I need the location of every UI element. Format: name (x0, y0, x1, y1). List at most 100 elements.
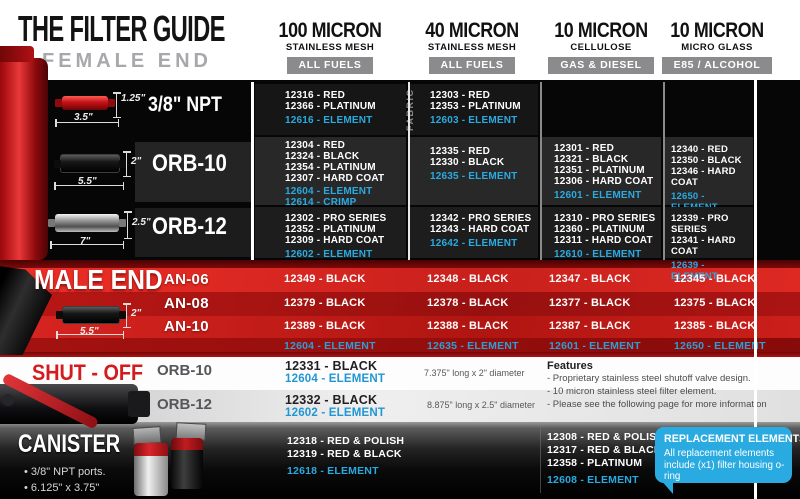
shutoff-size-note-orb10: 7.375" long x 2" diameter (424, 368, 525, 378)
row-label-shutoff-orb10: ORB-10 (157, 362, 213, 379)
red-filter-photo (0, 58, 48, 260)
filter-port-icon (48, 219, 55, 227)
filter-port-icon (56, 311, 63, 319)
dimension-label-width: 7" (80, 236, 91, 247)
male-end-row-an08-band (0, 292, 800, 316)
filter-port-icon (119, 219, 126, 227)
col-header-micron: 40 MICRON (425, 19, 519, 42)
col-header-media: CELLULOSE (570, 42, 632, 53)
column-divider (251, 82, 254, 260)
element-an-microglass: 12650 - ELEMENT (674, 340, 766, 352)
col-header-40-micron: 40 MICRON STAINLESS MESH ALL FUELS (396, 20, 548, 74)
element-an-100micron: 12604 - ELEMENT (284, 340, 376, 352)
element-numbers: 12616 - ELEMENT (285, 115, 373, 126)
replacement-elements-callout: REPLACEMENT ELEMENTS All replacement ele… (655, 427, 800, 483)
orb12-filter-image (48, 214, 126, 232)
cell-an06-100micron: 12349 - BLACK (284, 273, 366, 285)
shutoff-title: SHUT - OFF (32, 360, 144, 385)
element-an-cellulose: 12601 - ELEMENT (549, 340, 641, 352)
element-numbers: 12603 - ELEMENT (430, 115, 518, 126)
element-numbers: 12642 - ELEMENT (430, 238, 518, 249)
column-divider (540, 427, 541, 493)
row-label-shutoff-orb12: ORB-12 (157, 396, 213, 413)
element-numbers: 12602 - ELEMENT (285, 249, 373, 260)
cell-orb12-100micron: 12302 - PRO SERIES 12352 - PLATINUM 1230… (255, 207, 406, 260)
row-label-npt: 3/8" NPT (148, 93, 222, 116)
cell-canister-100micron: 12318 - RED & POLISH 12319 - RED & BLACK… (287, 435, 404, 478)
canister-black-body (171, 450, 203, 489)
shutoff-element-orb10: 12604 - ELEMENT (285, 373, 386, 385)
orb10-filter-image (54, 154, 126, 173)
part-numbers: 12335 - RED 12330 - BLACK (430, 146, 505, 168)
filter-port-icon (119, 159, 126, 168)
canister-polish-photo (134, 443, 168, 496)
element-numbers: 12601 - ELEMENT (554, 190, 642, 201)
male-end-bottom-bar (0, 352, 800, 357)
dimension-line (54, 182, 124, 190)
dimension-label-width: 3.5" (74, 112, 93, 123)
dimension-label-height: 1.25" (121, 93, 146, 104)
element-an-40micron: 12635 - ELEMENT (427, 340, 519, 352)
part-numbers: 12304 - RED 12324 - BLACK 12354 - PLATIN… (285, 140, 385, 184)
part-numbers: 12310 - PRO SERIES 12360 - PLATINUM 1231… (554, 213, 656, 246)
col-header-media: STAINLESS MESH (285, 42, 375, 53)
cell-an08-microglass: 12375 - BLACK (674, 297, 756, 309)
row-label-an06: AN-06 (164, 271, 209, 288)
shutoff-part-orb12: 12332 - BLACK (285, 393, 378, 407)
dimension-line (113, 92, 121, 118)
cell-orb12-cellulose: 12310 - PRO SERIES 12360 - PLATINUM 1231… (542, 207, 661, 260)
part-numbers: 12339 - PRO SERIES 12341 - HARD COAT (671, 213, 736, 257)
element-numbers: 12610 - ELEMENT (554, 249, 642, 260)
cell-an10-100micron: 12389 - BLACK (284, 320, 366, 332)
row-label-an08: AN-08 (164, 295, 209, 312)
part-numbers: 12316 - RED 12366 - PLATINUM (285, 90, 376, 112)
row-panel (135, 142, 252, 202)
dimension-label-width: 5.5" (78, 176, 97, 187)
dimension-label-height: 2" (131, 308, 142, 319)
page-title: THE FILTER GUIDE (18, 8, 225, 49)
dimension-line (50, 241, 124, 249)
replacement-elements-title: REPLACEMENT ELEMENTS (664, 433, 800, 445)
part-numbers: 12318 - RED & POLISH 12319 - RED & BLACK (287, 435, 405, 460)
cell-orb10-100micron: 12304 - RED 12324 - BLACK 12354 - PLATIN… (255, 137, 406, 219)
element-numbers: 12639 - ELEMENT (671, 260, 718, 282)
col-header-micron: 10 MICRON (670, 19, 764, 42)
features-list: - Proprietary stainless steel shutoff va… (547, 373, 767, 410)
canister-black-photo (171, 438, 203, 489)
fuel-badge: ALL FUELS (428, 57, 516, 74)
filter-port-icon (108, 99, 115, 107)
row-label-orb10: ORB-10 (152, 150, 227, 177)
column-divider (408, 82, 410, 260)
filter-port-icon (55, 99, 62, 107)
dimension-label-height: 2.5" (132, 217, 151, 228)
cell-npt-100micron: 12316 - RED 12366 - PLATINUM 12616 - ELE… (255, 84, 406, 135)
shutoff-part-orb10: 12331 - BLACK (285, 359, 378, 373)
col-header-10-micron-microglass: 10 MICRON MICRO GLASS E85 / ALCOHOL (642, 20, 792, 74)
male-end-row-an10-band (0, 316, 800, 338)
canister-red-cap (134, 443, 168, 456)
cell-an10-microglass: 12385 - BLACK (674, 320, 756, 332)
row-label-an10: AN-10 (164, 318, 209, 335)
cell-an08-cellulose: 12377 - BLACK (549, 297, 631, 309)
fuel-badge: ALL FUELS (286, 57, 374, 74)
part-numbers: 12301 - RED 12321 - BLACK 12351 - PLATIN… (554, 143, 654, 187)
part-numbers: 12303 - RED 12353 - PLATINUM (430, 90, 521, 112)
cell-an08-100micron: 12379 - BLACK (284, 297, 366, 309)
part-numbers: 12308 - RED & POLISH 12317 - RED & BLACK… (547, 431, 665, 469)
cell-orb10-40micron: 12335 - RED 12330 - BLACK 12635 - ELEMEN… (410, 137, 538, 205)
red-filter-photo-cap (0, 46, 34, 62)
fuel-badge: GAS & DIESEL (548, 57, 654, 74)
fuel-badge: E85 / ALCOHOL (661, 57, 773, 74)
cell-npt-40micron: 12303 - RED 12353 - PLATINUM 12603 - ELE… (410, 84, 538, 135)
male-end-title: MALE END (34, 264, 163, 295)
right-edge-divider (754, 80, 757, 499)
shutoff-size-note-orb12: 8.875" long x 2.5" diameter (427, 400, 535, 410)
part-numbers: 12342 - PRO SERIES 12343 - HARD COAT (430, 213, 532, 235)
dimension-label-width: 5.5" (80, 326, 99, 337)
cell-an06-40micron: 12348 - BLACK (427, 273, 509, 285)
row-panel (135, 208, 252, 257)
col-header-100-micron: 100 MICRON STAINLESS MESH ALL FUELS (252, 20, 408, 74)
male-end-element-band (0, 338, 800, 352)
dimension-label-height: 2" (131, 156, 142, 167)
